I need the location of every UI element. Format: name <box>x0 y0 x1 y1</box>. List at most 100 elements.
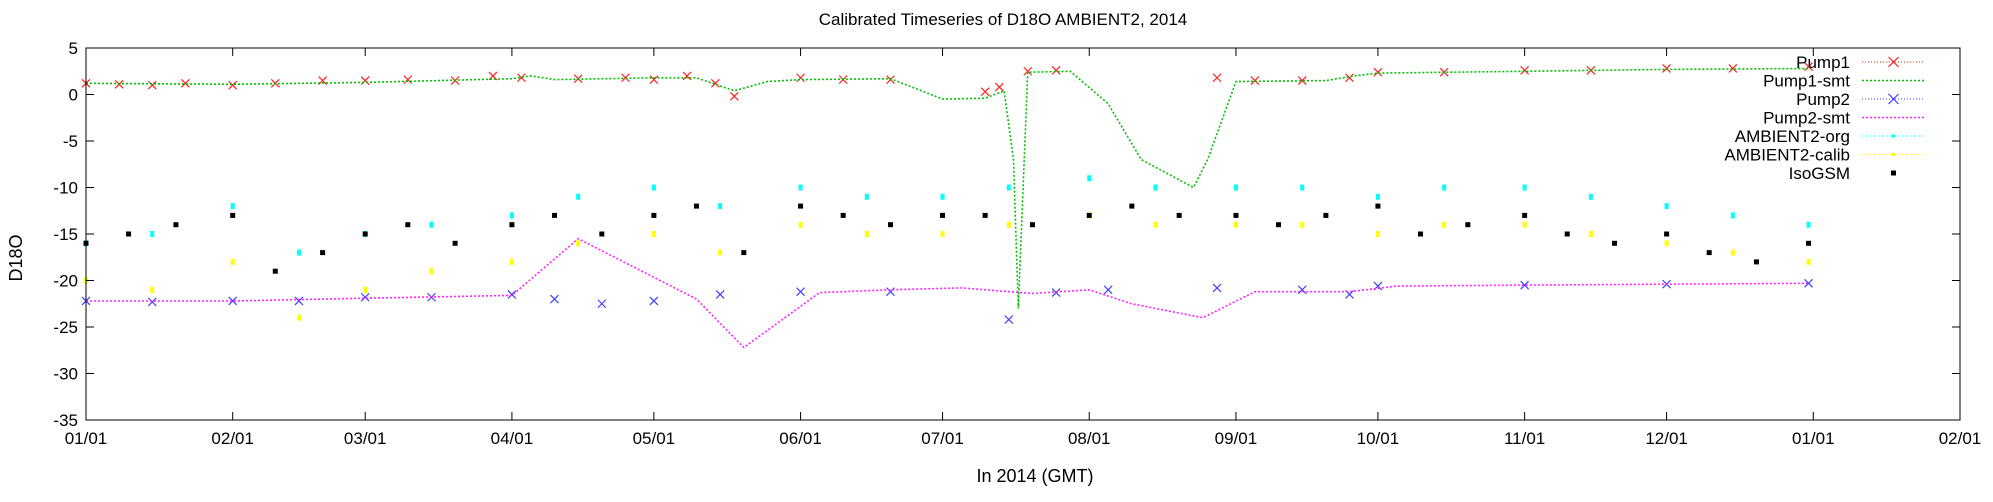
data-point <box>516 73 526 83</box>
data-point <box>1588 231 1593 237</box>
data-point <box>693 203 699 209</box>
series-ambient2-org <box>84 175 1811 256</box>
y-tick-label: -15 <box>53 225 78 244</box>
data-point <box>1522 184 1527 191</box>
series-pump1-smt <box>85 67 1809 309</box>
data-point <box>1233 212 1239 218</box>
data-point <box>1804 278 1813 288</box>
data-point <box>597 299 607 309</box>
legend-marker <box>1888 93 1899 105</box>
data-point <box>147 80 157 90</box>
data-point <box>887 222 893 228</box>
x-tick-label: 12/01 <box>1645 429 1688 448</box>
data-point <box>509 258 514 265</box>
data-point <box>1300 221 1305 228</box>
data-point <box>1375 203 1381 209</box>
data-point <box>1418 231 1424 237</box>
data-point <box>1006 184 1011 191</box>
data-point <box>886 75 895 85</box>
data-point <box>796 73 806 83</box>
data-point <box>715 290 725 299</box>
data-point <box>1087 175 1092 182</box>
legend-label: IsoGSM <box>1789 164 1850 183</box>
data-point <box>1373 67 1383 77</box>
legend-label: Pump1 <box>1796 53 1850 72</box>
y-tick-label: 5 <box>69 39 78 58</box>
data-point <box>363 286 368 293</box>
data-point <box>1023 66 1033 76</box>
data-point <box>1664 231 1670 237</box>
data-point <box>718 249 723 256</box>
x-tick-label: 10/01 <box>1357 429 1400 448</box>
x-tick-label: 03/01 <box>344 429 387 448</box>
series-ambient2-calib <box>84 212 1811 321</box>
legend-label: Pump2-smt <box>1763 109 1850 128</box>
data-point <box>1442 221 1447 228</box>
series-pump2 <box>81 278 1813 324</box>
y-tick-label: -20 <box>53 272 78 291</box>
x-tick-label: 01/01 <box>65 429 108 448</box>
data-point <box>741 250 747 256</box>
data-point <box>1153 221 1158 228</box>
x-tick-label: 08/01 <box>1068 429 1111 448</box>
y-tick-label: -25 <box>53 318 78 337</box>
data-point <box>1706 250 1712 256</box>
data-point <box>230 212 236 218</box>
data-point <box>886 287 895 297</box>
y-tick-label: 0 <box>69 86 78 105</box>
legend-marker <box>1892 134 1895 138</box>
data-point <box>651 184 656 191</box>
data-point <box>982 212 988 218</box>
data-point <box>429 268 434 275</box>
x-tick-label: 06/01 <box>779 429 822 448</box>
data-point <box>576 240 581 247</box>
legend-label: Pump2 <box>1796 90 1850 109</box>
data-point <box>228 296 238 306</box>
data-point <box>1323 212 1329 218</box>
data-point <box>1375 193 1380 200</box>
data-point <box>798 221 803 228</box>
data-point <box>729 91 739 101</box>
data-point <box>509 212 514 219</box>
data-point <box>429 221 434 228</box>
data-point <box>1297 285 1307 295</box>
x-tick-label: 07/01 <box>921 429 964 448</box>
data-point <box>840 212 846 218</box>
x-tick-label: 02/01 <box>211 429 254 448</box>
data-point <box>1297 76 1307 85</box>
data-point <box>1233 184 1238 191</box>
plot-marks <box>81 62 1813 349</box>
x-tick-label: 01/01 <box>1792 429 1835 448</box>
data-point <box>1730 212 1735 219</box>
data-point <box>296 249 301 256</box>
data-point <box>1465 222 1471 228</box>
data-point <box>228 80 238 90</box>
data-point <box>360 76 370 85</box>
data-point <box>1212 73 1222 83</box>
data-point <box>320 250 326 256</box>
data-point <box>1662 64 1672 73</box>
data-point <box>1612 240 1618 246</box>
data-point <box>1004 315 1014 324</box>
data-point <box>940 212 946 218</box>
data-point <box>230 258 235 265</box>
data-point <box>798 184 803 191</box>
series-line <box>86 237 1809 349</box>
data-point <box>1442 184 1447 191</box>
data-point <box>1520 65 1530 75</box>
x-tick-label: 02/01 <box>1939 429 1982 448</box>
legend-marker <box>1892 153 1895 156</box>
data-point <box>1250 76 1260 85</box>
data-point <box>1300 184 1305 191</box>
data-point <box>718 203 723 210</box>
data-point <box>1806 258 1811 265</box>
data-point <box>1522 221 1527 228</box>
legend-label: AMBIENT2-org <box>1735 127 1850 146</box>
data-point <box>1345 73 1354 83</box>
data-point <box>1520 280 1530 290</box>
x-tick-label: 04/01 <box>491 429 534 448</box>
data-point <box>360 292 370 302</box>
